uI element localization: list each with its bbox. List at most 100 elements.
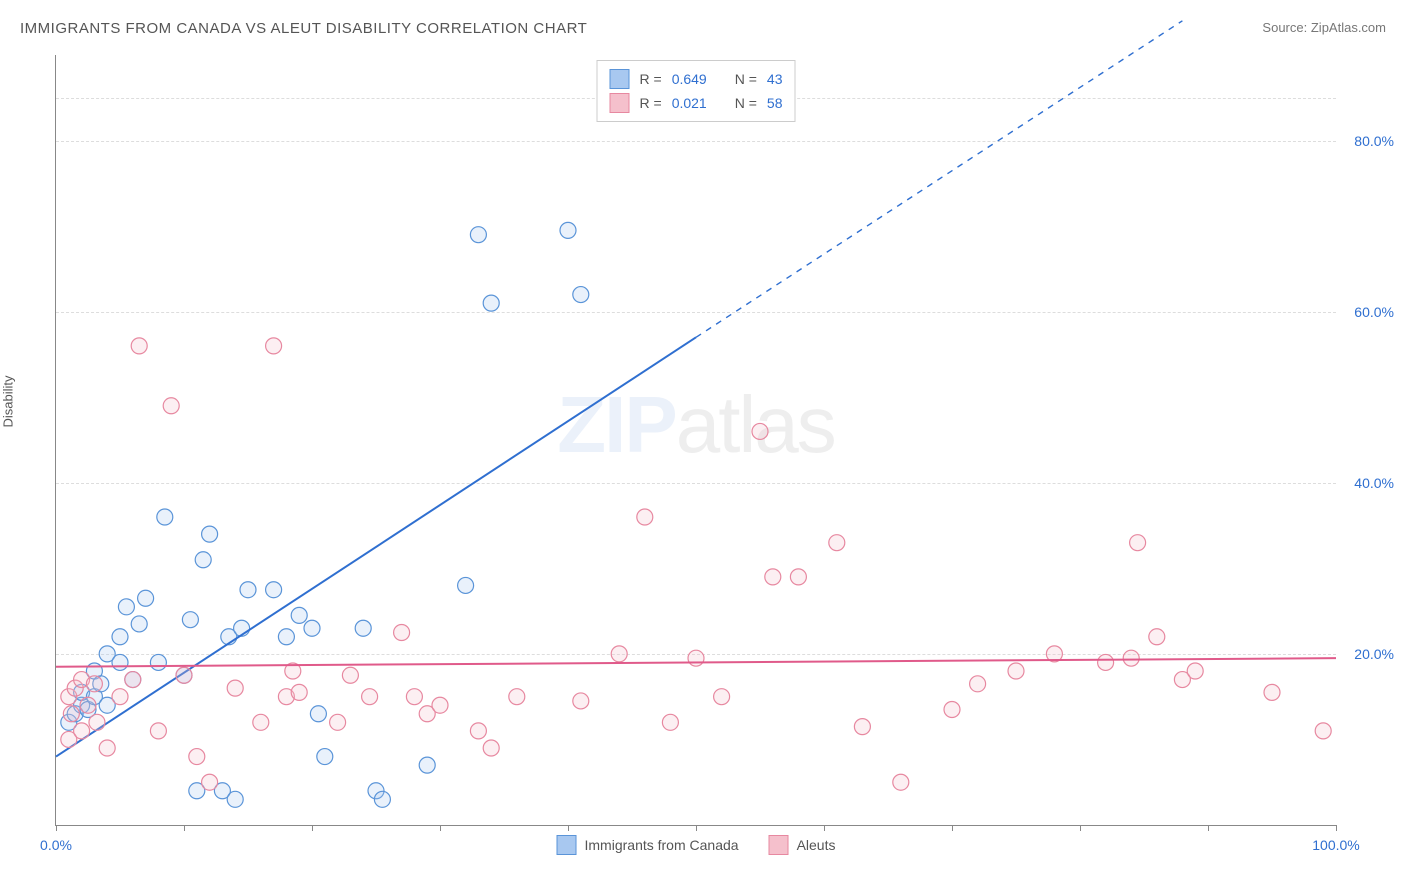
data-point <box>829 535 845 551</box>
data-point <box>406 689 422 705</box>
data-point <box>176 667 192 683</box>
data-point <box>714 689 730 705</box>
x-tick <box>1336 825 1337 831</box>
data-point <box>1264 684 1280 700</box>
data-point <box>86 676 102 692</box>
data-point <box>458 577 474 593</box>
data-point <box>118 599 134 615</box>
bottom-legend-label: Immigrants from Canada <box>585 837 739 853</box>
legend-box: R =0.649N =43R =0.021N =58 <box>597 60 796 122</box>
data-point <box>1098 654 1114 670</box>
legend-r-value: 0.021 <box>672 95 707 111</box>
legend-swatch <box>610 69 630 89</box>
data-point <box>63 706 79 722</box>
data-point <box>227 791 243 807</box>
data-point <box>304 620 320 636</box>
data-point <box>74 723 90 739</box>
data-point <box>790 569 806 585</box>
data-point <box>432 697 448 713</box>
legend-swatch <box>557 835 577 855</box>
data-point <box>266 582 282 598</box>
data-point <box>362 689 378 705</box>
data-point <box>854 719 870 735</box>
legend-r-value: 0.649 <box>672 71 707 87</box>
legend-swatch <box>610 93 630 113</box>
legend-n-label: N = <box>735 71 757 87</box>
x-tick <box>312 825 313 831</box>
data-point <box>611 646 627 662</box>
x-tick <box>56 825 57 831</box>
data-point <box>573 287 589 303</box>
x-tick <box>696 825 697 831</box>
data-point <box>80 697 96 713</box>
data-point <box>1149 629 1165 645</box>
data-point <box>253 714 269 730</box>
legend-r-label: R = <box>640 95 662 111</box>
x-tick-label: 0.0% <box>40 837 72 853</box>
data-point <box>662 714 678 730</box>
data-point <box>195 552 211 568</box>
data-point <box>1008 663 1024 679</box>
data-point <box>291 607 307 623</box>
bottom-legend-label: Aleuts <box>797 837 836 853</box>
legend-row: R =0.021N =58 <box>610 91 783 115</box>
data-point <box>1130 535 1146 551</box>
x-tick <box>952 825 953 831</box>
data-point <box>150 723 166 739</box>
data-point <box>112 629 128 645</box>
data-point <box>355 620 371 636</box>
data-point <box>182 612 198 628</box>
source-label: Source: <box>1262 20 1307 35</box>
data-point <box>944 702 960 718</box>
data-point <box>573 693 589 709</box>
data-point <box>765 569 781 585</box>
source-attribution: Source: ZipAtlas.com <box>1262 20 1386 35</box>
data-point <box>99 740 115 756</box>
chart-svg <box>56 55 1336 825</box>
x-tick <box>824 825 825 831</box>
data-point <box>560 222 576 238</box>
data-point <box>125 672 141 688</box>
data-point <box>419 757 435 773</box>
data-point <box>470 227 486 243</box>
data-point <box>291 684 307 700</box>
data-point <box>483 295 499 311</box>
data-point <box>637 509 653 525</box>
x-tick <box>1208 825 1209 831</box>
data-point <box>342 667 358 683</box>
chart-title: IMMIGRANTS FROM CANADA VS ALEUT DISABILI… <box>20 20 587 37</box>
data-point <box>112 654 128 670</box>
data-point <box>317 749 333 765</box>
data-point <box>163 398 179 414</box>
bottom-legend-item: Immigrants from Canada <box>557 835 739 855</box>
y-tick-label: 40.0% <box>1344 475 1394 491</box>
data-point <box>970 676 986 692</box>
data-point <box>893 774 909 790</box>
x-tick <box>184 825 185 831</box>
data-point <box>752 423 768 439</box>
plot-area: ZIPatlas R =0.649N =43R =0.021N =58 Immi… <box>55 55 1336 826</box>
data-point <box>202 774 218 790</box>
bottom-legend-item: Aleuts <box>769 835 836 855</box>
data-point <box>470 723 486 739</box>
y-tick-label: 80.0% <box>1344 133 1394 149</box>
data-point <box>157 509 173 525</box>
data-point <box>138 590 154 606</box>
data-point <box>131 338 147 354</box>
data-point <box>240 582 256 598</box>
legend-n-value: 58 <box>767 95 783 111</box>
data-point <box>509 689 525 705</box>
legend-n-value: 43 <box>767 71 783 87</box>
legend-row: R =0.649N =43 <box>610 67 783 91</box>
x-tick <box>440 825 441 831</box>
data-point <box>1187 663 1203 679</box>
legend-swatch <box>769 835 789 855</box>
data-point <box>310 706 326 722</box>
data-point <box>330 714 346 730</box>
data-point <box>1123 650 1139 666</box>
data-point <box>89 714 105 730</box>
bottom-legend: Immigrants from Canada Aleuts <box>557 835 836 855</box>
data-point <box>202 526 218 542</box>
x-tick <box>568 825 569 831</box>
data-point <box>227 680 243 696</box>
